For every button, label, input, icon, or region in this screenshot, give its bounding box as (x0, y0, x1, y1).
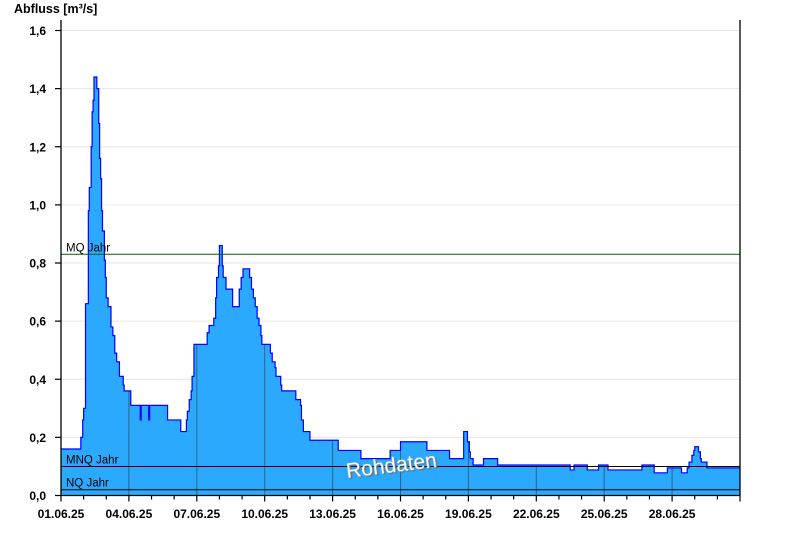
discharge-area (61, 77, 740, 496)
reference-line-label: NQ Jahr (66, 478, 109, 490)
y-tick-label: 1,4 (29, 82, 46, 96)
discharge-line (61, 76, 740, 474)
x-tick-label: 10.06.25 (241, 507, 288, 521)
x-tick-label: 16.06.25 (377, 507, 424, 521)
y-tick-label: 1,2 (29, 140, 46, 154)
x-tick-label: 22.06.25 (513, 507, 560, 521)
y-tick-label: 0,8 (29, 257, 46, 271)
reference-lines: MQ Jahr MNQ Jahr NQ Jahr (61, 242, 740, 491)
x-tick-label: 01.06.25 (38, 507, 85, 521)
x-tick-label: 19.06.25 (445, 507, 492, 521)
y-tick-label: 0,0 (29, 489, 46, 503)
axes (55, 20, 741, 502)
y-tick-label: 0,6 (29, 315, 46, 329)
y-tick-label: 0,2 (29, 431, 46, 445)
y-axis-title: Abfluss [m³/s] (14, 2, 97, 16)
reference-line-label: MNQ Jahr (66, 454, 119, 466)
y-tick-label: 1,0 (29, 198, 46, 212)
x-tick-label: 04.06.25 (106, 507, 153, 521)
x-tick-label: 07.06.25 (173, 507, 220, 521)
horizontal-gridlines (61, 30, 740, 438)
x-tick-label: 13.06.25 (309, 507, 356, 521)
x-tick-label: 25.06.25 (581, 507, 628, 521)
reference-line-label: MQ Jahr (66, 242, 110, 254)
y-tick-labels: 0,0 0,2 0,4 0,6 0,8 1,0 1,2 1,4 1,6 (29, 24, 46, 503)
y-tick-label: 0,4 (29, 373, 46, 387)
x-tick-labels: 01.06.25 04.06.25 07.06.25 10.06.25 13.06.25… (38, 507, 696, 521)
y-tick-label: 1,6 (29, 24, 46, 38)
x-tick-label: 28.06.25 (649, 507, 696, 521)
